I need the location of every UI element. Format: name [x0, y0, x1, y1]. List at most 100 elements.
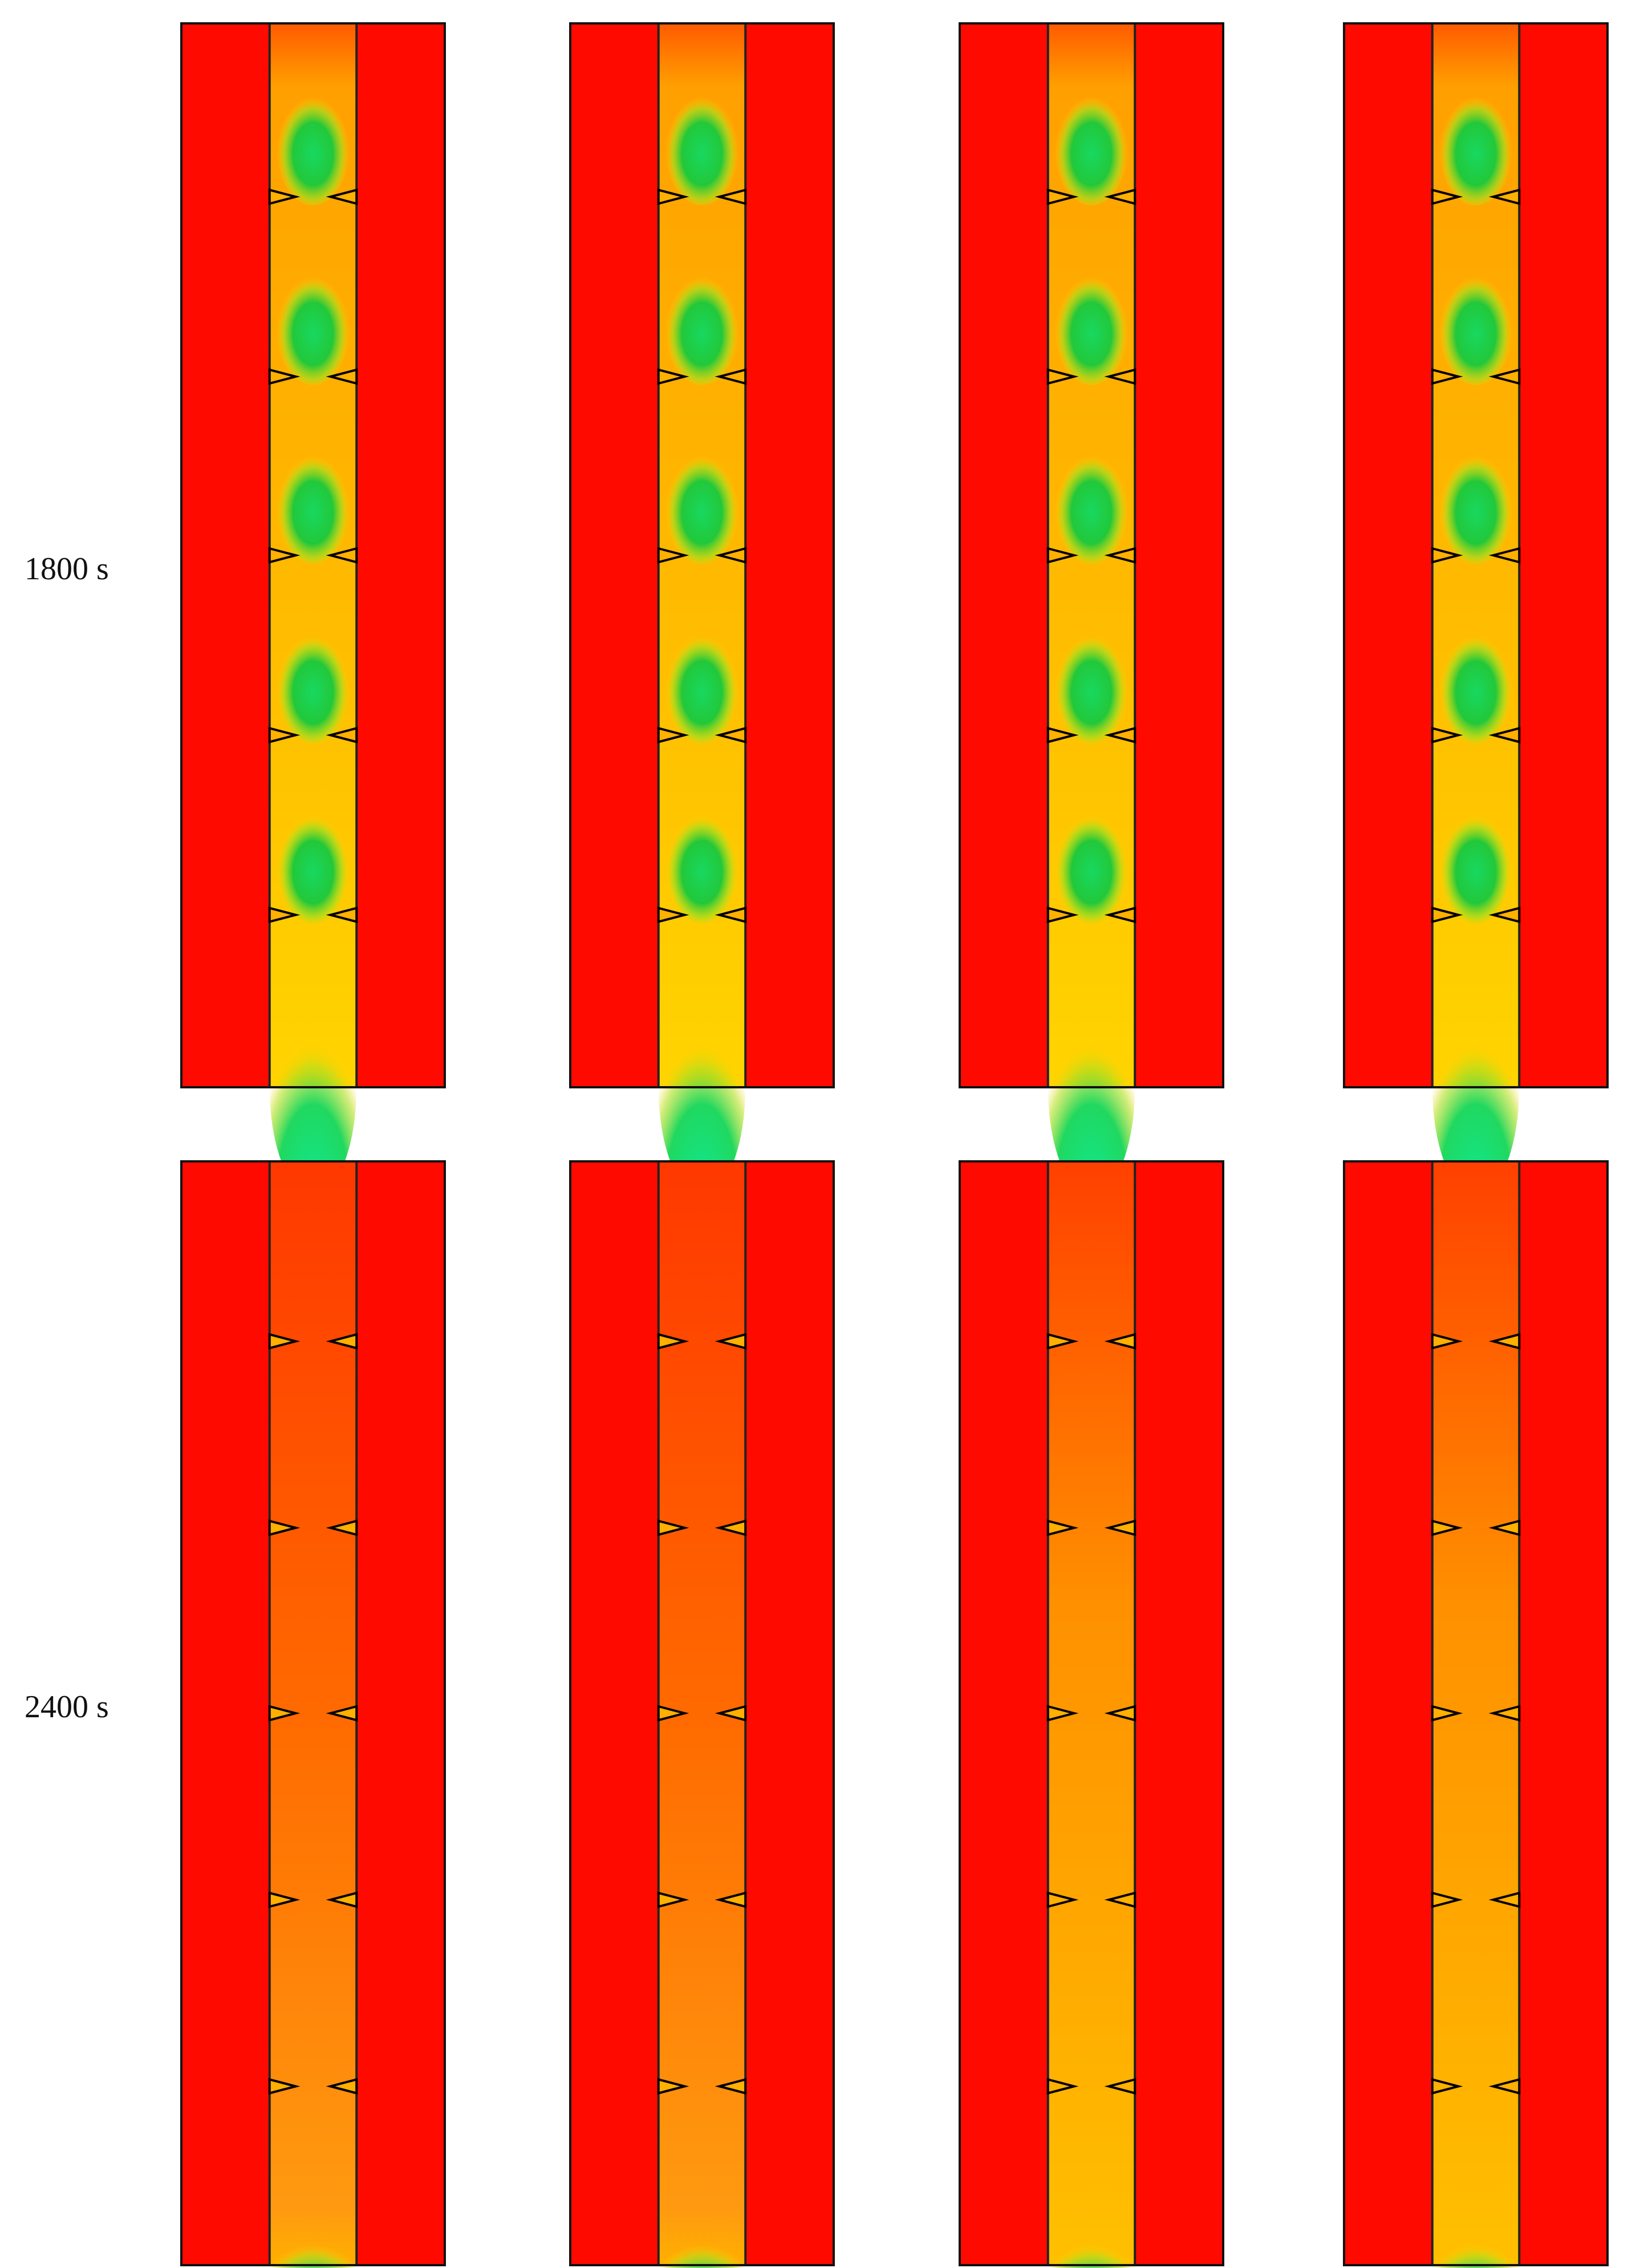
fin [1046, 907, 1079, 924]
fin [1104, 368, 1136, 385]
fin [715, 1519, 747, 1537]
contour-panel [1343, 22, 1609, 1196]
fin [1431, 1705, 1463, 1722]
vortex [1054, 450, 1129, 564]
vortex [1439, 809, 1513, 924]
fin [657, 2078, 689, 2095]
fin [1488, 1519, 1521, 1537]
fin [1046, 1891, 1079, 1908]
contour-panel [569, 22, 835, 1196]
row-label: 1800 s [25, 551, 109, 587]
fin [1046, 1519, 1079, 1537]
vortex [665, 809, 739, 924]
fin [1104, 1332, 1136, 1350]
fin [1046, 188, 1079, 205]
fin [326, 188, 358, 205]
fin [1104, 1519, 1136, 1537]
fin [1046, 1332, 1079, 1350]
fin [657, 1705, 689, 1722]
fin [326, 1705, 358, 1722]
vortex [1439, 91, 1513, 206]
contour-panel [959, 22, 1224, 1196]
vortex [665, 271, 739, 385]
fin [1431, 907, 1463, 924]
fin [1046, 547, 1079, 564]
contour-panel [959, 1160, 1224, 2268]
fin [326, 2078, 358, 2095]
fin [1046, 2078, 1079, 2095]
fin [715, 907, 747, 924]
panel-border [959, 22, 1224, 1088]
panel-border [569, 22, 835, 1088]
fin [326, 907, 358, 924]
vortex [1054, 629, 1129, 744]
fin [1431, 1332, 1463, 1350]
fin [715, 547, 747, 564]
fin [657, 1519, 689, 1537]
vortex [665, 450, 739, 564]
panel-border [1343, 22, 1609, 1088]
fin [1488, 368, 1521, 385]
fin [326, 1519, 358, 1537]
fin [1104, 1891, 1136, 1908]
panel-border [569, 1160, 835, 2266]
fin [657, 726, 689, 743]
fin [268, 188, 301, 205]
panel-border [180, 1160, 446, 2266]
inlet-plume [658, 2214, 746, 2268]
fin [657, 1891, 689, 1908]
vortex [1439, 450, 1513, 564]
fin [1104, 547, 1136, 564]
fin [1488, 1891, 1521, 1908]
contour-panel [180, 1160, 446, 2268]
fin [326, 1332, 358, 1350]
fin [1488, 1332, 1521, 1350]
fin [1104, 2078, 1136, 2095]
fin [268, 1519, 301, 1537]
fin [715, 1332, 747, 1350]
panel-border [180, 22, 446, 1088]
fin [1488, 2078, 1521, 2095]
fin [268, 547, 301, 564]
fin [657, 907, 689, 924]
vortex [665, 91, 739, 206]
fin [657, 547, 689, 564]
fin [715, 368, 747, 385]
vortex [276, 809, 350, 924]
vortex [276, 450, 350, 564]
vortex [276, 629, 350, 744]
fin [715, 188, 747, 205]
panel-border [1343, 1160, 1609, 2266]
vortex [1054, 271, 1129, 385]
fin [657, 1332, 689, 1350]
fin [715, 1705, 747, 1722]
fin [268, 1705, 301, 1722]
vortex [1439, 629, 1513, 744]
fin [1431, 547, 1463, 564]
fin [715, 726, 747, 743]
fin [268, 1332, 301, 1350]
fin [1104, 726, 1136, 743]
fin [1431, 1891, 1463, 1908]
inlet-plume [1432, 2214, 1520, 2268]
fin [657, 188, 689, 205]
vortex [1054, 809, 1129, 924]
fin [1046, 368, 1079, 385]
fin [268, 1891, 301, 1908]
vortex [276, 91, 350, 206]
contour-panel [180, 22, 446, 1196]
fin [1488, 188, 1521, 205]
contour-panel [569, 1160, 835, 2268]
fin [1431, 2078, 1463, 2095]
fin [1104, 188, 1136, 205]
fin [326, 547, 358, 564]
fin [1488, 547, 1521, 564]
inlet-plume [1048, 2214, 1135, 2268]
fin [268, 907, 301, 924]
fin [1431, 1519, 1463, 1537]
fin [1488, 726, 1521, 743]
fin [715, 1891, 747, 1908]
fin [326, 368, 358, 385]
